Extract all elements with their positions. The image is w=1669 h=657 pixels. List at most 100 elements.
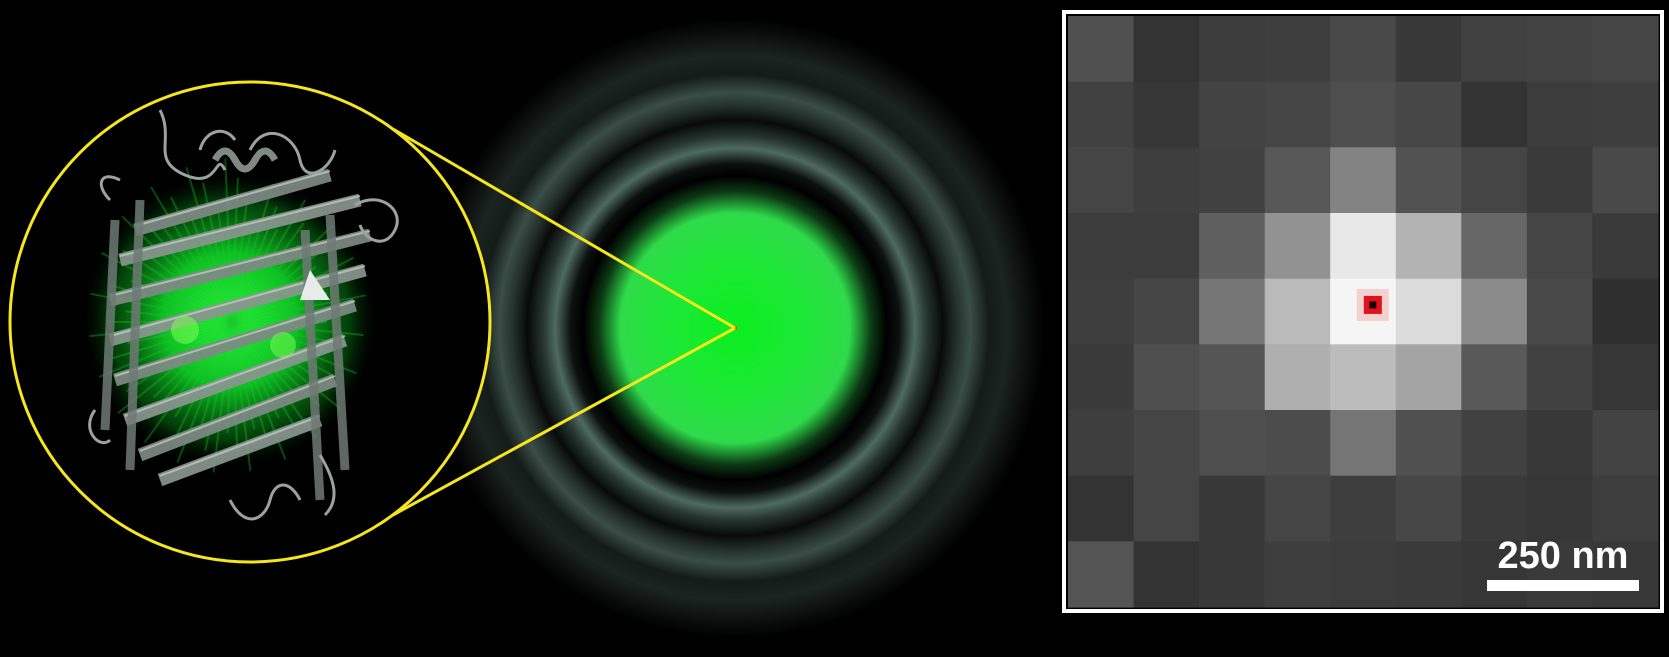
pixel (1330, 344, 1397, 411)
pixel (1592, 278, 1659, 345)
pixel (1068, 475, 1135, 542)
pixel (1395, 278, 1462, 345)
pixel (1264, 147, 1331, 214)
pixel (1068, 16, 1135, 83)
zoom-line-bottom (392, 326, 736, 517)
pixel (1592, 16, 1659, 83)
pixel (1526, 213, 1594, 280)
pixel (1526, 81, 1594, 148)
pixel (1461, 213, 1528, 280)
scale-bar (1487, 580, 1639, 591)
pixel (1264, 81, 1331, 148)
beta-strand-highlight (159, 415, 321, 477)
pixel (1068, 410, 1135, 477)
beta-strand (157, 413, 323, 487)
beta-strand (118, 193, 362, 267)
beta-strand-highlight (134, 170, 331, 227)
pixel (1330, 16, 1397, 83)
pixel (1526, 541, 1594, 608)
pixel (1199, 344, 1266, 411)
pixel (1264, 410, 1331, 477)
pixel (1133, 16, 1200, 83)
chromophore-blob-left (171, 316, 199, 344)
pixel (1199, 147, 1266, 214)
pixel (1199, 213, 1266, 280)
pixel (1330, 81, 1397, 148)
pixel (1264, 475, 1331, 542)
localization-marker (1356, 288, 1389, 321)
pixel (1395, 475, 1462, 542)
pixel (1526, 475, 1594, 542)
loop (318, 454, 336, 517)
pixel (1461, 81, 1528, 148)
pixel (1461, 147, 1528, 214)
beta-strand (133, 168, 332, 237)
localization-center (1369, 301, 1377, 309)
pixel (1395, 344, 1462, 411)
loop (228, 483, 302, 521)
pixel (1068, 278, 1135, 345)
pixel (1592, 410, 1659, 477)
pixel (1330, 213, 1397, 280)
pixel (1461, 278, 1528, 345)
side-strand (300, 229, 325, 501)
beta-strand (108, 228, 372, 307)
loop (354, 198, 399, 243)
pixel (1395, 147, 1462, 214)
loop (88, 409, 112, 445)
pixel (1330, 475, 1397, 542)
beta-strand-highlight (119, 195, 361, 257)
pixel (1068, 147, 1135, 214)
beta-strand-highlight (139, 375, 336, 452)
pixel-grid (1068, 16, 1659, 608)
pixel (1526, 344, 1594, 411)
beta-strand (108, 263, 367, 347)
glow-ray (98, 321, 233, 378)
side-strand (100, 219, 120, 431)
pixel (1133, 410, 1200, 477)
chromophore-blob-right (270, 332, 296, 358)
loop (158, 109, 227, 180)
pixel (1395, 16, 1462, 83)
pixel (1133, 278, 1200, 345)
pixel (1264, 278, 1331, 345)
pixel (1133, 213, 1200, 280)
loop (248, 131, 337, 175)
gfp-barrel-structure-icon (88, 109, 399, 521)
pixel (1264, 344, 1331, 411)
pixel (1461, 541, 1528, 608)
pixel (1264, 16, 1331, 83)
pixel (1068, 541, 1135, 608)
strand-arrow (300, 270, 330, 300)
pixel (1199, 410, 1266, 477)
pixel (1199, 278, 1266, 345)
pixel (1526, 16, 1594, 83)
glow-ray (231, 294, 366, 323)
pixel (1068, 81, 1135, 148)
pixel (1395, 410, 1462, 477)
pixel (1592, 213, 1659, 280)
pixel (1264, 213, 1331, 280)
pixel (1199, 475, 1266, 542)
side-strand (325, 214, 350, 471)
helix (211, 147, 279, 173)
pixel (1133, 541, 1200, 608)
side-strand (125, 199, 145, 471)
pixel (1526, 147, 1594, 214)
beta-strand (113, 298, 357, 387)
pixel (1330, 147, 1397, 214)
pixel (1592, 541, 1659, 608)
scale-bar-label: 250 nm (1498, 535, 1629, 577)
pixel (1592, 475, 1659, 542)
pixel (1461, 344, 1528, 411)
beta-strand-highlight (114, 300, 356, 377)
pixel (1068, 344, 1135, 411)
pixel (1395, 81, 1462, 148)
pixel (1133, 344, 1200, 411)
pixel (1133, 147, 1200, 214)
glow-ray (224, 158, 233, 323)
beta-strand-highlight (109, 230, 371, 297)
pixel (1133, 475, 1200, 542)
pixel (1199, 81, 1266, 148)
